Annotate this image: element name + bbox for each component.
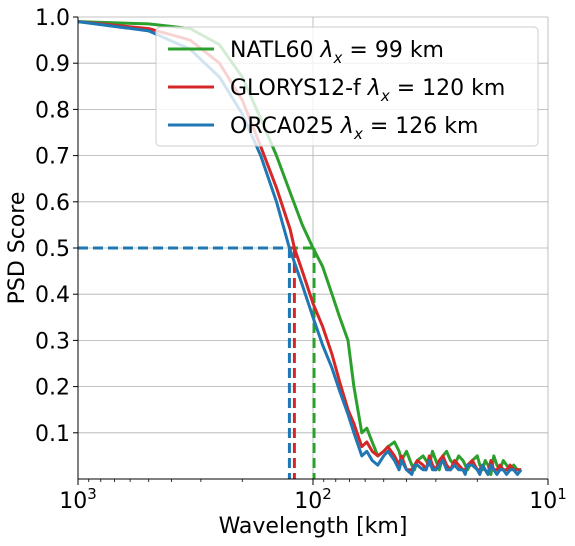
y-tick-label: 0.5 bbox=[35, 237, 70, 262]
y-tick-label: 0.7 bbox=[35, 145, 70, 170]
x-tick-label: 103 bbox=[59, 485, 97, 514]
y-ticks: 0.1 0.2 0.3 0.4 0.5 0.6 0.7 0.8 0.9 1.0 bbox=[35, 6, 78, 447]
y-tick-label: 0.9 bbox=[35, 52, 70, 77]
y-tick-label: 0.3 bbox=[35, 329, 70, 354]
y-tick-label: 0.8 bbox=[35, 98, 70, 123]
y-tick-label: 0.4 bbox=[35, 283, 70, 308]
x-ticks: 103 102 101 bbox=[59, 479, 567, 514]
y-tick-label: 0.6 bbox=[35, 191, 70, 216]
legend-label-glorys12-f: GLORYS12-f λx = 120 km bbox=[230, 76, 505, 105]
x-tick-label: 101 bbox=[529, 485, 567, 514]
x-tick-label: 102 bbox=[294, 485, 332, 514]
y-tick-label: 0.2 bbox=[35, 376, 70, 401]
x-axis-label: Wavelength [km] bbox=[219, 514, 408, 539]
y-tick-label: 1.0 bbox=[35, 6, 70, 31]
y-axis-label: PSD Score bbox=[5, 192, 30, 305]
y-tick-label: 0.1 bbox=[35, 422, 70, 447]
